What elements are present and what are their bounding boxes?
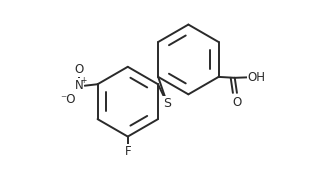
Text: OH: OH bbox=[248, 71, 266, 84]
Text: F: F bbox=[124, 145, 131, 158]
Text: N: N bbox=[75, 79, 84, 92]
Text: +: + bbox=[80, 76, 87, 85]
Text: O: O bbox=[75, 63, 84, 76]
Text: ⁻O: ⁻O bbox=[61, 93, 76, 106]
Text: S: S bbox=[163, 97, 171, 110]
Text: O: O bbox=[232, 96, 241, 110]
